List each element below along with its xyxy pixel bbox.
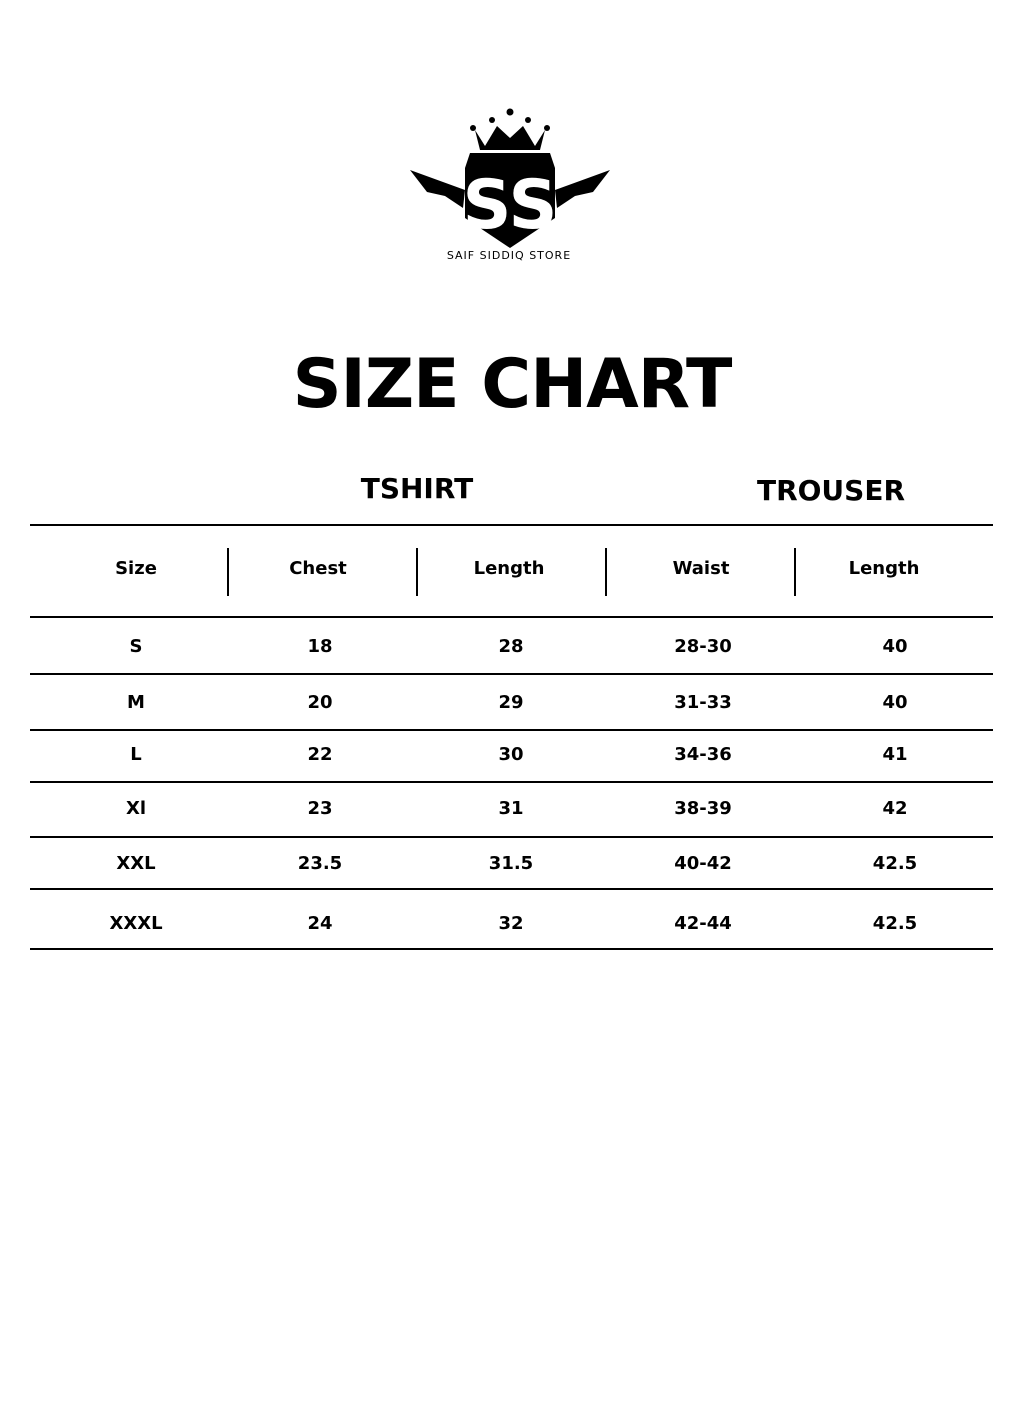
page-title: SIZE CHART xyxy=(292,345,733,424)
cell-size: L xyxy=(130,744,142,765)
column-divider xyxy=(227,548,229,596)
cell-trouser-length: 40 xyxy=(882,636,908,657)
cell-trouser-length: 42 xyxy=(882,798,908,819)
cell-chest: 22 xyxy=(307,744,333,765)
cell-chest: 20 xyxy=(307,692,333,713)
section-trouser: TROUSER xyxy=(756,474,906,507)
section-tshirt: TSHIRT xyxy=(360,472,474,505)
cell-waist: 40-42 xyxy=(674,853,732,874)
cell-tshirt-length: 30 xyxy=(498,744,524,765)
divider xyxy=(30,616,993,618)
cell-tshirt-length: 31.5 xyxy=(488,853,534,874)
cell-tshirt-length: 29 xyxy=(498,692,524,713)
cell-waist: 38-39 xyxy=(674,798,732,819)
shield-icon xyxy=(465,153,555,248)
divider xyxy=(30,948,993,950)
divider xyxy=(30,524,993,526)
cell-trouser-length: 42.5 xyxy=(872,913,918,934)
column-divider xyxy=(794,548,796,596)
cell-size: S xyxy=(129,636,143,657)
cell-trouser-length: 41 xyxy=(882,744,908,765)
cell-waist: 34-36 xyxy=(674,744,732,765)
cell-size: XXL xyxy=(116,853,156,874)
header-tshirt-length: Length xyxy=(473,558,545,579)
divider xyxy=(30,781,993,783)
cell-tshirt-length: 31 xyxy=(498,798,524,819)
brand-logo: SS xyxy=(410,108,610,248)
divider xyxy=(30,836,993,838)
header-size: Size xyxy=(115,558,157,579)
header-chest: Chest xyxy=(289,558,347,579)
cell-trouser-length: 42.5 xyxy=(872,853,918,874)
cell-size: XXXL xyxy=(109,913,163,934)
divider xyxy=(30,888,993,890)
cell-chest: 23 xyxy=(307,798,333,819)
crown-icon xyxy=(470,108,550,150)
cell-tshirt-length: 28 xyxy=(498,636,524,657)
wings-icon xyxy=(410,170,610,208)
column-divider xyxy=(416,548,418,596)
cell-tshirt-length: 32 xyxy=(498,913,524,934)
cell-trouser-length: 40 xyxy=(882,692,908,713)
cell-waist: 42-44 xyxy=(674,913,732,934)
monogram: SS xyxy=(463,166,558,245)
brand-name: SAIF SIDDIQ STORE xyxy=(446,249,572,262)
cell-waist: 31-33 xyxy=(674,692,732,713)
cell-chest: 24 xyxy=(307,913,333,934)
divider xyxy=(30,673,993,675)
divider xyxy=(30,729,993,731)
column-divider xyxy=(605,548,607,596)
header-waist: Waist xyxy=(672,558,730,579)
cell-chest: 23.5 xyxy=(297,853,343,874)
cell-waist: 28-30 xyxy=(674,636,732,657)
cell-size: Xl xyxy=(125,798,147,819)
header-trouser-length: Length xyxy=(848,558,920,579)
cell-size: M xyxy=(127,692,145,713)
cell-chest: 18 xyxy=(307,636,333,657)
